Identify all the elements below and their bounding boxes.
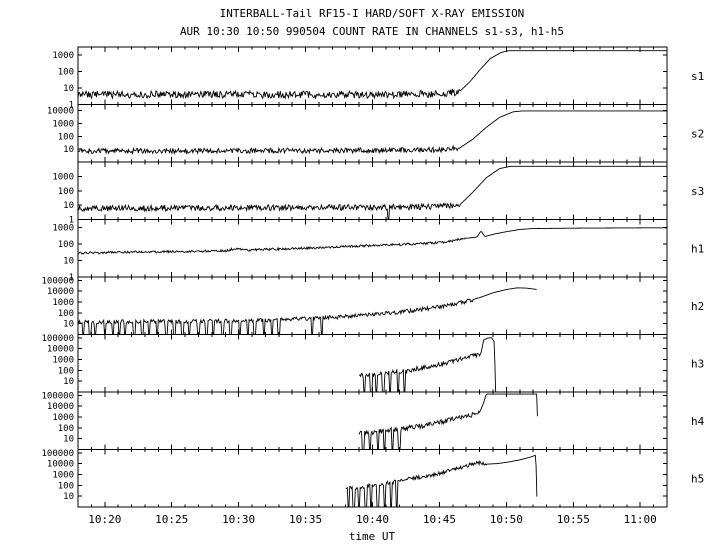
channel-label-h2: h2 xyxy=(691,300,704,313)
y-tick-label: 100 xyxy=(58,481,74,491)
y-tick-label: 10 xyxy=(63,201,74,211)
y-tick-label: 1 xyxy=(69,273,74,283)
panel-border xyxy=(77,391,668,450)
x-tick-label: 10:40 xyxy=(356,513,389,526)
x-tick-label: 10:30 xyxy=(222,513,255,526)
panels-layer: 1101001000s110100100010000s21101001000s3… xyxy=(41,46,705,508)
panel-border xyxy=(77,276,668,335)
y-tick-label: 1000 xyxy=(52,223,74,233)
x-tick-label: 10:25 xyxy=(155,513,188,526)
y-tick-label: 1000 xyxy=(52,298,74,308)
channel-label-s3: s3 xyxy=(691,185,704,198)
y-tick-label: 100000 xyxy=(41,334,74,344)
y-tick-label: 100 xyxy=(58,187,74,197)
y-tick-label: 1000 xyxy=(52,413,74,423)
y-tick-label: 100 xyxy=(58,366,74,376)
series-line-h1 xyxy=(77,227,667,255)
x-tick-label: 10:20 xyxy=(88,513,121,526)
y-tick-label: 10 xyxy=(63,377,74,387)
channel-label-h1: h1 xyxy=(691,242,704,255)
panel-border xyxy=(77,449,668,508)
x-tick-label: 10:55 xyxy=(557,513,590,526)
y-tick-label: 10 xyxy=(63,492,74,502)
y-tick-label: 1000 xyxy=(52,470,74,480)
y-tick-label: 10 xyxy=(63,320,74,330)
series-line-s3 xyxy=(77,165,667,220)
y-tick-label: 100000 xyxy=(41,449,74,459)
panel-s1: 1 10 100 1000 s1 xyxy=(52,46,704,111)
x-tick-label: 11:00 xyxy=(624,513,657,526)
chart-title: INTERBALL-Tail RF15-I HARD/SOFT X-RAY EM… xyxy=(220,7,525,20)
series-line-h4 xyxy=(358,393,538,450)
y-tick-label: 10000 xyxy=(47,287,74,297)
y-tick-label: 1000 xyxy=(52,51,74,61)
series-line-h5 xyxy=(345,454,538,508)
x-tick-label: 10:50 xyxy=(490,513,523,526)
series-line-s2 xyxy=(77,110,667,156)
x-axis-title: time UT xyxy=(349,530,396,543)
y-tick-label: 1000 xyxy=(52,172,74,182)
y-tick-label: 100 xyxy=(58,132,74,142)
y-tick-label: 10 xyxy=(63,435,74,445)
panel-h1: 1 10 100 1000 h1 xyxy=(52,219,704,283)
y-tick-label: 100 xyxy=(58,240,74,250)
x-tick-label: 10:45 xyxy=(423,513,456,526)
channel-label-h3: h3 xyxy=(691,357,704,370)
y-tick-label: 10000 xyxy=(47,460,74,470)
y-tick-label: 100000 xyxy=(41,391,74,401)
y-tick-label: 100 xyxy=(58,67,74,77)
series-line-h2 xyxy=(77,287,537,335)
panel-s2: 10 100 1000 10000 s2 xyxy=(47,104,704,163)
channel-label-s1: s1 xyxy=(691,70,704,83)
y-tick-label: 1 xyxy=(69,101,74,111)
y-tick-label: 1 xyxy=(69,216,74,226)
channel-label-s2: s2 xyxy=(691,127,704,140)
panel-s3: 1 10 100 1000 s3 xyxy=(52,161,704,226)
channel-label-h4: h4 xyxy=(691,415,705,428)
series-line-h3 xyxy=(358,337,497,393)
y-tick-label: 10 xyxy=(63,256,74,266)
panel-border xyxy=(77,161,668,220)
y-tick-label: 1000 xyxy=(52,119,74,129)
y-tick-label: 100000 xyxy=(41,276,74,286)
y-tick-label: 1000 xyxy=(52,355,74,365)
y-tick-label: 100 xyxy=(58,424,74,434)
x-axis-layer: 10:20 10:25 10:30 10:35 10:40 10:45 10:50 10:55… xyxy=(88,513,657,526)
channel-label-h5: h5 xyxy=(691,472,704,485)
chart-subtitle: AUR 10:30 10:50 990504 COUNT RATE IN CHA… xyxy=(180,25,564,38)
x-tick-label: 10:35 xyxy=(289,513,322,526)
panel-border xyxy=(77,104,668,163)
series-line-s1 xyxy=(77,50,667,100)
y-tick-label: 10000 xyxy=(47,107,74,117)
y-tick-label: 10000 xyxy=(47,345,74,355)
y-tick-label: 10 xyxy=(63,84,74,94)
y-tick-label: 10 xyxy=(63,145,74,155)
y-tick-label: 100 xyxy=(58,309,74,319)
y-tick-label: 10000 xyxy=(47,402,74,412)
